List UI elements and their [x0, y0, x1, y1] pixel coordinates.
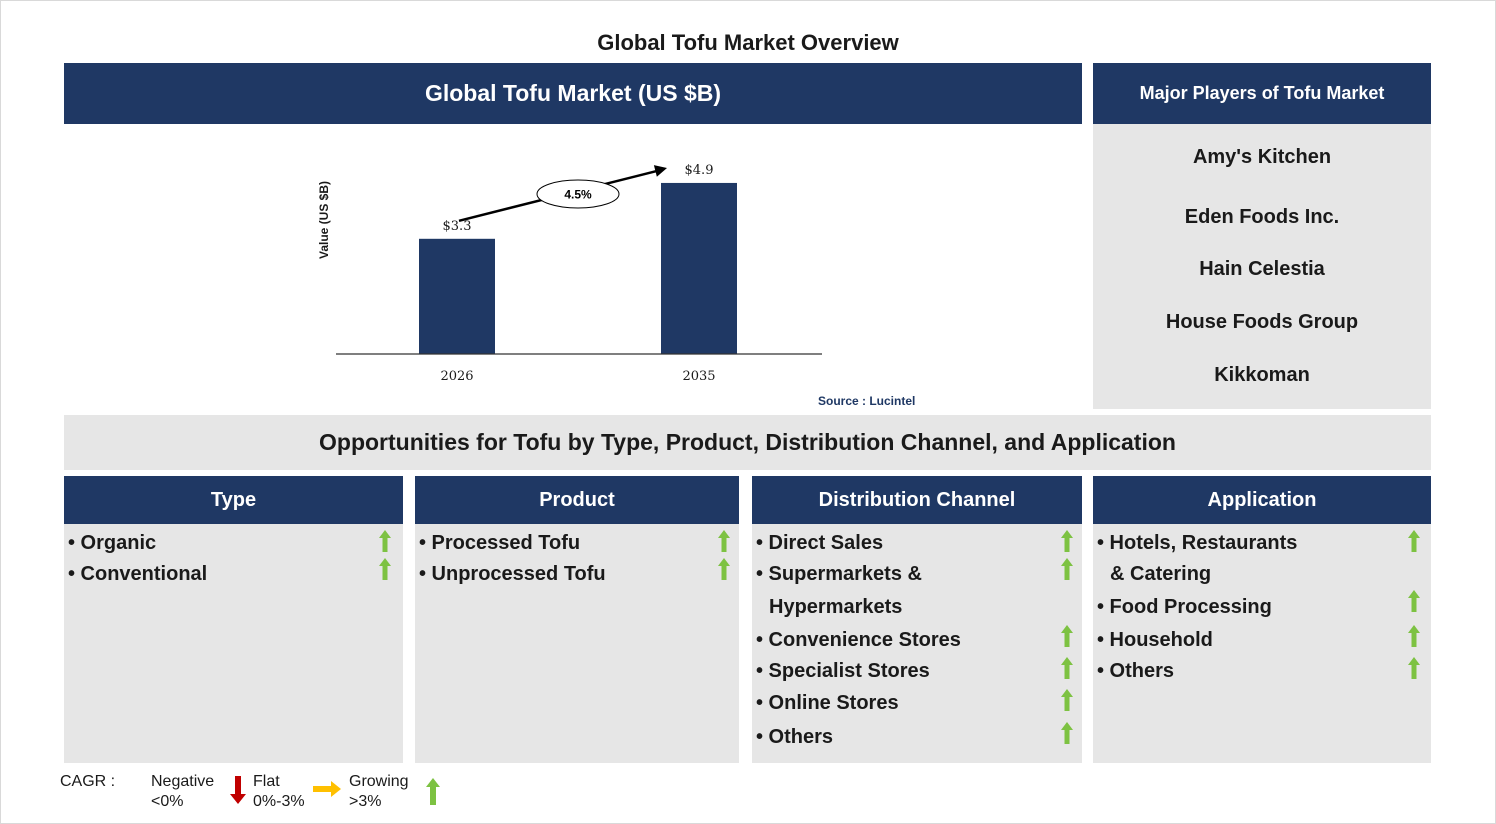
- legend-negative-name: Negative: [151, 773, 215, 790]
- column-header-type: Type: [64, 476, 403, 524]
- column-header-application: Application: [1093, 476, 1431, 524]
- player-item: Amy's Kitchen: [1192, 146, 1332, 168]
- green-up-arrow-icon: [1061, 657, 1073, 679]
- cagr-label: 4.5%: [564, 188, 592, 202]
- green-up-arrow-icon: [1061, 530, 1073, 552]
- list-item: • Direct Sales: [756, 532, 884, 554]
- bar-2026: [419, 238, 495, 354]
- green-up-arrow-icon: [1408, 657, 1420, 679]
- legend-growing-range: >3%: [349, 793, 382, 810]
- player-item: Hain Celestia: [1199, 258, 1325, 280]
- x-tick-label: 2035: [682, 369, 715, 384]
- market-header: Global Tofu Market (US $B): [64, 63, 1082, 124]
- legend-flat-range: 0%-3%: [253, 793, 305, 810]
- bar-value-label: $4.9: [685, 163, 714, 178]
- players-header: Major Players of Tofu Market: [1093, 63, 1431, 124]
- column-header-product: Product: [415, 476, 739, 524]
- list-item: • Convenience Stores: [756, 629, 961, 651]
- yellow-right-arrow-icon: [313, 781, 341, 797]
- green-up-arrow-icon: [1061, 689, 1073, 711]
- red-down-arrow-icon: [230, 776, 246, 804]
- column-body-distribution-channel: • Direct Sales • Supermarkets & Hypermar…: [752, 524, 1082, 763]
- list-item: • Hotels, Restaurants: [1097, 532, 1298, 554]
- list-item: • Others: [756, 726, 834, 748]
- green-up-arrow-icon: [1408, 530, 1420, 552]
- legend-flat-name: Flat: [253, 773, 280, 790]
- green-up-arrow-icon: [379, 530, 391, 552]
- list-item: • Others: [1097, 660, 1175, 682]
- list-item: • Food Processing: [1097, 596, 1272, 618]
- player-item: Eden Foods Inc.: [1184, 206, 1340, 228]
- green-up-arrow-icon: [1061, 558, 1073, 580]
- list-item-continuation: Hypermarkets: [769, 596, 903, 618]
- legend-growing-name: Growing: [349, 773, 409, 790]
- legend-label: CAGR :: [60, 773, 116, 790]
- y-axis-label: Value (US $B): [317, 181, 331, 259]
- green-up-arrow-icon: [718, 558, 730, 580]
- legend-negative: Negative <0%: [151, 772, 214, 812]
- list-item: • Conventional: [68, 563, 208, 585]
- list-item: • Organic: [68, 532, 157, 554]
- bar-chart: Value (US $B) $3.3 2026 $4.9 2035 4.5%: [317, 163, 822, 384]
- bar-2035: [661, 182, 737, 354]
- players-panel: Amy's Kitchen Eden Foods Inc. Hain Celes…: [1093, 124, 1431, 409]
- player-item: House Foods Group: [1165, 311, 1359, 333]
- page-title: Global Tofu Market Overview: [597, 30, 899, 55]
- green-up-arrow-icon: [1408, 625, 1420, 647]
- cagr-badge: [536, 179, 620, 209]
- green-up-arrow-icon: [1061, 625, 1073, 647]
- list-item: • Specialist Stores: [756, 660, 930, 682]
- bar-value-label: $3.3: [443, 219, 472, 234]
- cagr-arrow-head: [653, 165, 667, 177]
- list-item: • Processed Tofu: [419, 532, 581, 554]
- green-up-arrow-icon: [379, 558, 391, 580]
- legend-flat: Flat 0%-3%: [253, 772, 305, 812]
- list-item: • Supermarkets &: [756, 563, 922, 585]
- list-item: • Online Stores: [756, 692, 899, 714]
- column-body-type: • Organic • Conventional: [64, 524, 403, 763]
- list-item-continuation: & Catering: [1110, 563, 1212, 585]
- list-item: • Household: [1097, 629, 1213, 651]
- source-note: Source : Lucintel: [818, 394, 916, 408]
- list-item: • Unprocessed Tofu: [419, 563, 606, 585]
- column-body-application: • Hotels, Restaurants & Catering • Food …: [1093, 524, 1431, 763]
- green-up-arrow-icon: [1408, 590, 1420, 612]
- player-item: Kikkoman: [1214, 364, 1310, 386]
- x-tick-label: 2026: [440, 369, 473, 384]
- opportunities-title: Opportunities for Tofu by Type, Product,…: [64, 415, 1431, 470]
- legend-growing: Growing >3%: [349, 772, 409, 812]
- green-up-arrow-icon: [718, 530, 730, 552]
- green-up-arrow-icon: [1061, 722, 1073, 744]
- legend-negative-range: <0%: [151, 793, 184, 810]
- column-body-product: • Processed Tofu • Unprocessed Tofu: [415, 524, 739, 763]
- green-up-arrow-icon: [426, 778, 440, 805]
- column-header-distribution-channel: Distribution Channel: [752, 476, 1082, 524]
